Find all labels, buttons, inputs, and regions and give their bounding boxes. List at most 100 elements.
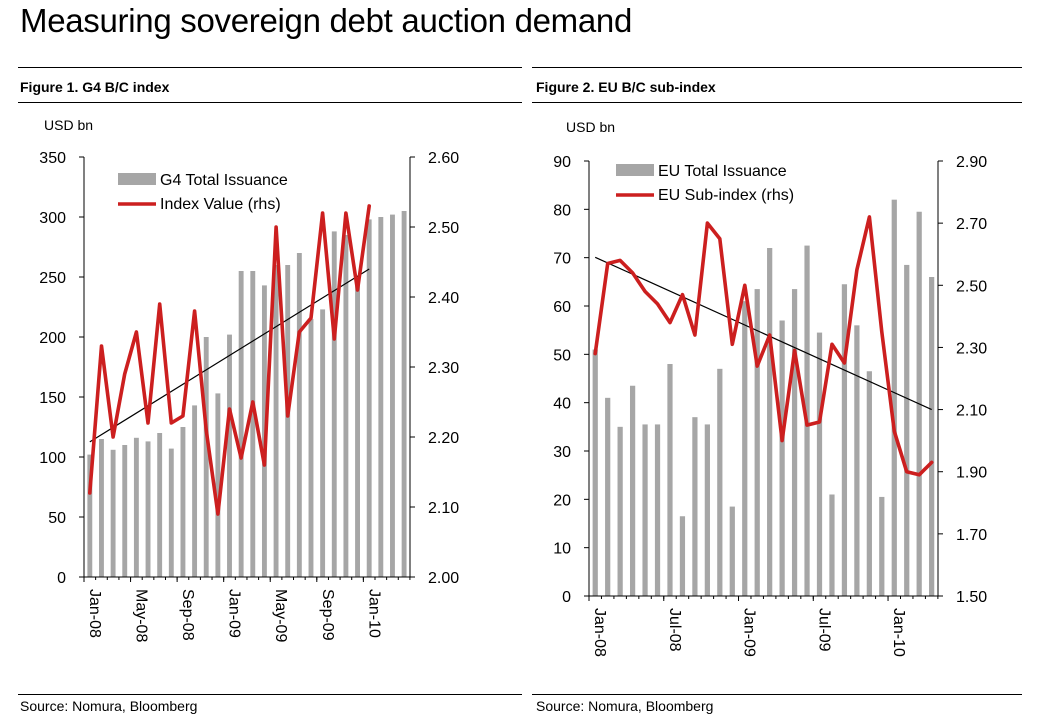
fig1-left-tick-label: 0 xyxy=(57,570,66,587)
fig2-issuance-bar xyxy=(929,277,935,596)
fig1-left-tick-label: 350 xyxy=(39,150,66,167)
fig1-right-tick-label: 2.60 xyxy=(428,150,459,167)
fig2-left-tick-label: 60 xyxy=(553,299,571,316)
fig2-issuance-bar xyxy=(779,320,785,596)
fig1-legend-bar-label: G4 Total Issuance xyxy=(160,172,288,189)
fig1-issuance-bar xyxy=(401,211,407,577)
figure-2-title-rule xyxy=(532,102,1022,103)
fig1-legend-bar-swatch xyxy=(118,173,156,185)
fig2-index-line xyxy=(593,215,934,477)
fig1-issuance-bar xyxy=(390,214,395,577)
figure-2-bottom-rule xyxy=(532,694,1022,695)
fig2-right-tick-label: 2.50 xyxy=(956,278,987,295)
fig2-left-tick-label: 20 xyxy=(553,492,571,509)
fig2-issuance-bar xyxy=(679,516,686,596)
fig2-legend-bar-label: EU Total Issuance xyxy=(658,163,787,180)
fig1-right-tick-label: 2.50 xyxy=(428,220,459,237)
fig2-x-tick-label: Jan-08 xyxy=(591,608,608,657)
fig1-index-line xyxy=(88,204,372,516)
fig1-left-tick-label: 50 xyxy=(48,510,66,527)
fig1-left-tick-label: 250 xyxy=(39,270,66,287)
fig2-right-tick-label: 2.90 xyxy=(956,154,987,171)
fig1-x-tick-label: May-09 xyxy=(272,589,289,642)
fig1-right-tick-label: 2.30 xyxy=(428,360,459,377)
figure-2-source: Source: Nomura, Bloomberg xyxy=(536,698,714,714)
fig2-issuance-bar xyxy=(729,506,735,596)
fig2-issuance-bar xyxy=(816,332,823,596)
figure-2-title: Figure 2. EU B/C sub-index xyxy=(536,79,716,95)
fig1-left-tick-label: 100 xyxy=(39,450,66,467)
figure-1-bottom-rule xyxy=(18,694,522,695)
fig2-right-tick-label: 1.70 xyxy=(956,527,987,544)
fig1-x-tick-label: Jan-08 xyxy=(86,589,103,638)
page-title: Measuring sovereign debt auction demand xyxy=(20,2,633,39)
fig2-issuance-bar xyxy=(642,424,648,596)
fig2-issuance-bar xyxy=(841,284,848,596)
fig1-issuance-bar xyxy=(285,265,291,577)
fig1-x-tick-label: May-08 xyxy=(133,589,150,642)
figure-2-top-rule xyxy=(532,67,1022,68)
fig1-issuance-bar xyxy=(308,319,314,577)
fig1-issuance-bar xyxy=(157,433,163,577)
fig2-issuance-bar xyxy=(767,248,773,596)
fig2-left-tick-label: 80 xyxy=(553,202,571,219)
fig2-legend-line-label: EU Sub-index (rhs) xyxy=(658,187,794,204)
fig2-issuance-bar xyxy=(866,371,872,596)
fig1-issuance-bar xyxy=(331,231,337,577)
fig2-left-tick-label: 10 xyxy=(553,541,571,558)
fig2-unit-label: USD bn xyxy=(566,119,615,135)
fig1-issuance-bar xyxy=(366,219,372,577)
fig2-x-tick-label: Jul-09 xyxy=(815,608,832,652)
fig1-issuance-bar xyxy=(110,449,116,577)
figure-1-top-rule xyxy=(18,67,522,68)
fig2-issuance-bar xyxy=(854,325,860,596)
fig1-issuance-bar xyxy=(145,441,151,577)
figure-1-title-rule xyxy=(18,102,522,103)
fig1-issuance-bar xyxy=(122,445,128,577)
fig1-x-tick-label: Sep-08 xyxy=(179,589,196,641)
fig2-left-tick-label: 0 xyxy=(562,589,571,606)
fig2-right-tick-label: 1.50 xyxy=(956,589,987,606)
fig2-right-tick-label: 2.70 xyxy=(956,216,987,233)
fig2-left-tick-label: 70 xyxy=(553,251,571,268)
fig1-right-tick-label: 2.40 xyxy=(428,290,459,307)
fig2-issuance-bar xyxy=(654,424,661,596)
fig1-right-tick-label: 2.10 xyxy=(428,500,459,517)
fig2-right-tick-label: 2.10 xyxy=(956,403,987,420)
fig1-legend-line-label: Index Value (rhs) xyxy=(160,196,281,213)
fig1-issuance-bar xyxy=(273,265,279,577)
fig1-issuance-bar xyxy=(250,271,256,577)
fig2-issuance-bar xyxy=(605,397,611,596)
fig2-issuance-bar xyxy=(891,199,897,597)
fig2-x-tick-label: Jan-09 xyxy=(741,608,758,657)
fig1-issuance-bar xyxy=(227,334,232,577)
fig1-issuance-bar xyxy=(355,283,360,577)
fig1-issuance-bar xyxy=(180,427,186,577)
fig1-issuance-bar xyxy=(133,437,139,577)
fig2-issuance-bar xyxy=(879,496,885,596)
fig2-issuance-bar xyxy=(667,364,673,596)
fig1-right-tick-label: 2.20 xyxy=(428,430,459,447)
fig2-issuance-bar xyxy=(829,494,835,596)
fig1-issuance-bar xyxy=(215,393,221,577)
fig2-issuance-bar xyxy=(742,301,748,596)
fig2-issuance-bar xyxy=(704,424,710,596)
fig2-x-tick-label: Jul-08 xyxy=(666,608,683,652)
fig1-left-tick-label: 200 xyxy=(39,330,66,347)
fig2-issuance-bar xyxy=(592,349,598,596)
fig2-legend-bar-swatch xyxy=(616,164,654,176)
fig2-x-tick-label: Jan-10 xyxy=(890,608,907,657)
fig1-x-tick-label: Jan-09 xyxy=(226,589,243,638)
fig2-issuance-bar xyxy=(692,417,698,596)
fig1-x-tick-label: Sep-09 xyxy=(319,589,336,641)
fig2-left-tick-label: 30 xyxy=(553,444,571,461)
fig1-issuance-bar xyxy=(168,448,174,577)
fig2-issuance-bar xyxy=(629,385,636,596)
fig2-left-tick-label: 50 xyxy=(553,347,571,364)
fig1-issuance-bar xyxy=(343,235,349,577)
fig2-left-tick-label: 40 xyxy=(553,396,571,413)
fig1-issuance-bar xyxy=(203,337,209,577)
fig2-issuance-bar xyxy=(754,289,760,596)
fig2-issuance-bar xyxy=(904,264,910,596)
fig2-trend-line xyxy=(594,256,932,411)
